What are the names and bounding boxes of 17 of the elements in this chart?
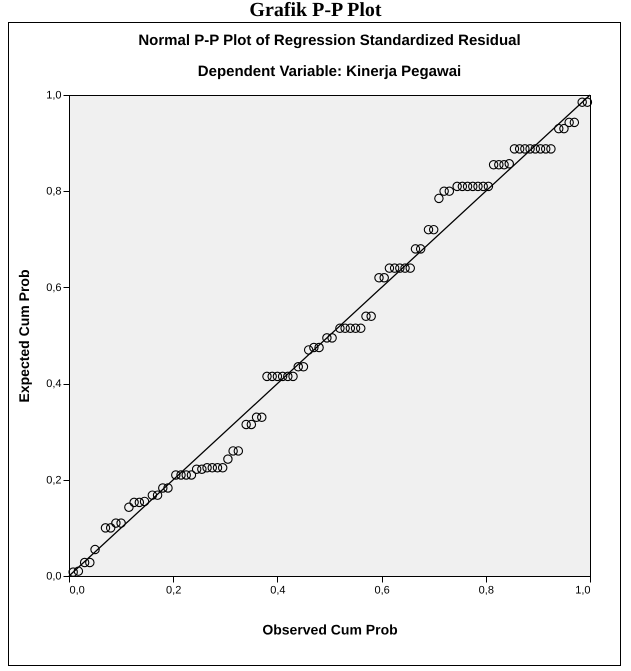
x-tick-label: 0,8 (478, 584, 494, 596)
y-tick-label: 0,4 (46, 378, 62, 390)
x-axis-title: Observed Cum Prob (262, 622, 398, 638)
y-tick-label: 0,6 (46, 282, 62, 294)
y-tick-label: 1,0 (46, 90, 62, 102)
chart-title: Normal P-P Plot of Regression Standardized Residual (138, 32, 521, 49)
y-tick-label: 0,2 (46, 474, 62, 486)
y-tick-label: 0,0 (46, 570, 62, 582)
x-tick-label: 0,2 (166, 584, 182, 596)
x-tick-label: 1,0 (575, 584, 590, 596)
text: Grafik P-P Plot (248, 0, 383, 21)
y-axis-title: Expected Cum Prob (16, 269, 32, 403)
chart-subtitle: Dependent Variable: Kinerja Pegawai (198, 63, 462, 80)
x-tick-label: 0,0 (70, 584, 85, 596)
y-tick-label: 0,8 (46, 186, 62, 198)
x-tick-label: 0,6 (374, 584, 390, 596)
x-tick-label: 0,4 (270, 584, 286, 596)
